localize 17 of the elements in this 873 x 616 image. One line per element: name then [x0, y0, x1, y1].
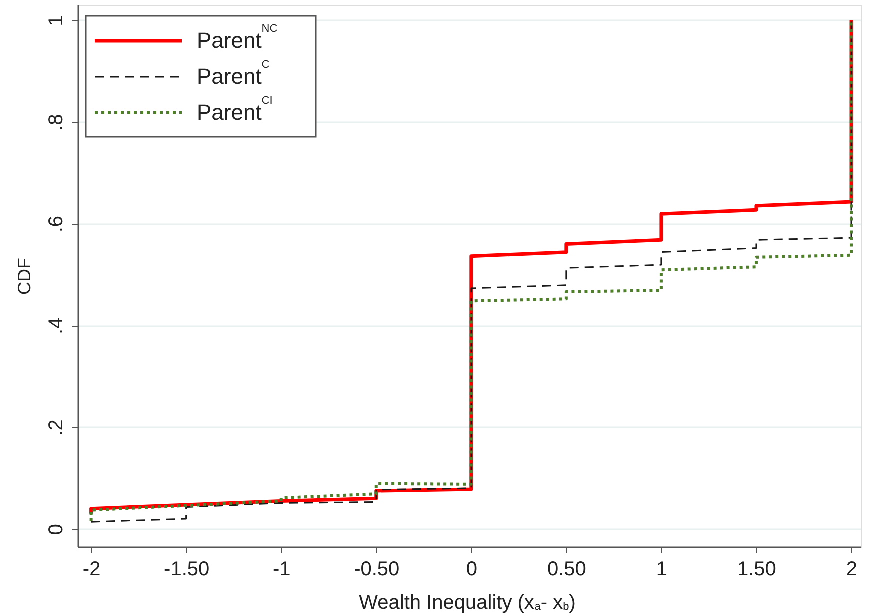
x-tick-label: -0.50: [354, 558, 400, 580]
y-tick-label: 0: [46, 524, 68, 536]
y-tick-label: .6: [46, 216, 68, 233]
x-tick-label: 2: [846, 558, 858, 580]
y-tick-label: 1: [46, 15, 68, 26]
y-tick-label: .2: [46, 420, 68, 436]
x-tick-label: -2: [82, 558, 101, 580]
x-tick-label: -1.50: [164, 558, 210, 580]
x-axis-title: Wealth Inequality (xa- xb): [359, 592, 576, 614]
x-tick-label: 1.50: [738, 558, 776, 580]
x-tick-label: 1: [656, 558, 668, 580]
y-tick-label: .8: [46, 114, 68, 131]
y-tick-label: .4: [46, 318, 68, 334]
x-tick-label: -1: [272, 558, 291, 580]
y-axis-title: CDF: [14, 258, 34, 295]
x-tick-label: 0: [466, 558, 478, 580]
x-tick-label: 0.50: [547, 558, 586, 580]
